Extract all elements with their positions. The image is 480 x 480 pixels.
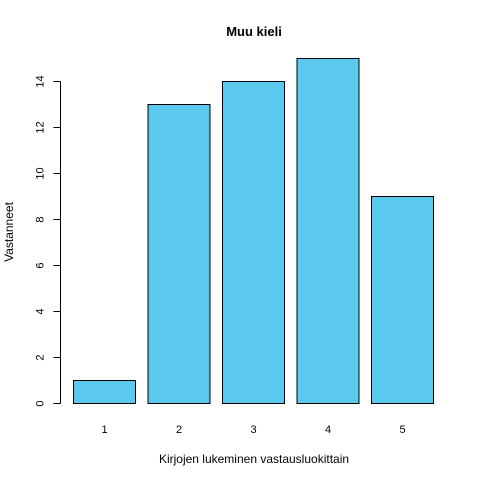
bar-3 <box>222 81 285 404</box>
bar-2 <box>147 104 211 404</box>
x-tick-label: 4 <box>325 424 331 436</box>
x-tick-label: 5 <box>399 424 405 436</box>
chart-title: Muu kieli <box>226 24 282 39</box>
y-tick-label: 2 <box>35 354 47 360</box>
x-axis-ticks: 1 2 3 4 5 <box>101 424 405 436</box>
y-tick-label: 14 <box>35 75 47 87</box>
x-tick-label: 1 <box>101 424 107 436</box>
y-tick-label: 4 <box>35 308 47 314</box>
bar-4 <box>296 58 360 404</box>
y-tick-label: 6 <box>35 262 47 268</box>
y-tick-label: 0 <box>35 400 47 406</box>
y-axis-ticks: 0 2 4 6 8 10 12 14 <box>35 75 61 407</box>
x-tick-label: 2 <box>176 424 182 436</box>
y-axis-label: Vastanneet <box>2 201 16 261</box>
y-tick-label: 10 <box>35 167 47 179</box>
y-tick-label: 8 <box>35 216 47 222</box>
y-tick-label: 12 <box>35 121 47 133</box>
bar-1 <box>73 380 136 404</box>
bars <box>73 58 434 404</box>
bar-5 <box>371 196 434 404</box>
x-axis-label: Kirjojen lukeminen vastausluokittain <box>159 452 349 466</box>
x-tick-label: 3 <box>250 424 256 436</box>
